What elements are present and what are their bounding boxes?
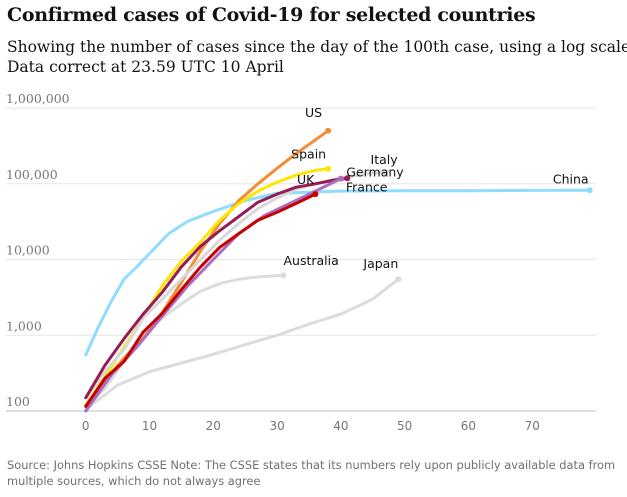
y-tick-label: 10,000 xyxy=(6,243,50,258)
y-tick-label: 1,000,000 xyxy=(6,91,70,106)
x-tick-label: 20 xyxy=(206,419,221,433)
series-label-us: US xyxy=(305,105,322,120)
series-lines xyxy=(84,127,593,413)
series-label-germany: Germany xyxy=(346,164,404,179)
series-end-point-china xyxy=(586,187,593,194)
series-line-uk xyxy=(84,192,317,408)
series-end-point-australia xyxy=(280,272,287,279)
subtitle-line-1: Showing the number of cases since the da… xyxy=(7,38,627,56)
x-tick-label: 50 xyxy=(397,419,412,433)
y-tick-label: 100 xyxy=(6,394,30,409)
series-label-china: China xyxy=(553,171,589,186)
series-label-australia: Australia xyxy=(283,253,338,268)
chart-title: Confirmed cases of Covid-19 for selected… xyxy=(7,4,536,26)
chart-subtitle: Showing the number of cases since the da… xyxy=(7,37,627,77)
x-tick-label: 30 xyxy=(269,419,284,433)
x-tick-label: 0 xyxy=(82,419,90,433)
series-label-italy: Italy xyxy=(371,152,399,167)
y-tick-label: 100,000 xyxy=(6,167,58,182)
series-end-point-france xyxy=(337,175,344,182)
series-label-uk: UK xyxy=(297,172,315,187)
x-tick-label: 10 xyxy=(142,419,157,433)
y-tick-label: 1,000 xyxy=(6,318,42,333)
series-end-point-japan xyxy=(395,276,402,283)
series-line-japan xyxy=(84,277,400,411)
series-line-france xyxy=(84,177,343,413)
series-label-japan: Japan xyxy=(362,256,398,271)
grid-lines xyxy=(6,107,596,412)
y-axis-tick-labels: 100 1,000 10,000 100,000 1,000,000 xyxy=(6,91,70,409)
series-label-spain: Spain xyxy=(291,147,326,162)
x-axis-tick-labels: 0 10 20 30 40 50 60 70 xyxy=(82,419,540,433)
series-end-point-germany xyxy=(344,175,351,182)
source-note: Source: Johns Hopkins CSSE Note: The CSS… xyxy=(7,458,616,488)
series-line-germany xyxy=(84,176,349,400)
series-line-china xyxy=(84,188,592,357)
series-line-australia xyxy=(84,273,285,410)
series-labels: Australia Japan China US Spain ItalyGermanyFr… xyxy=(283,105,588,271)
x-tick-label: 60 xyxy=(461,419,476,433)
series-end-point-us xyxy=(325,127,332,134)
series-label-france: France xyxy=(346,180,388,195)
series-end-point-uk xyxy=(312,191,319,198)
series-end-point-italy xyxy=(382,168,389,175)
subtitle-line-2: Data correct at 23.59 UTC 10 April xyxy=(7,58,284,76)
x-tick-label: 70 xyxy=(525,419,540,433)
x-tick-label: 40 xyxy=(333,419,348,433)
series-end-point-spain xyxy=(325,165,332,172)
